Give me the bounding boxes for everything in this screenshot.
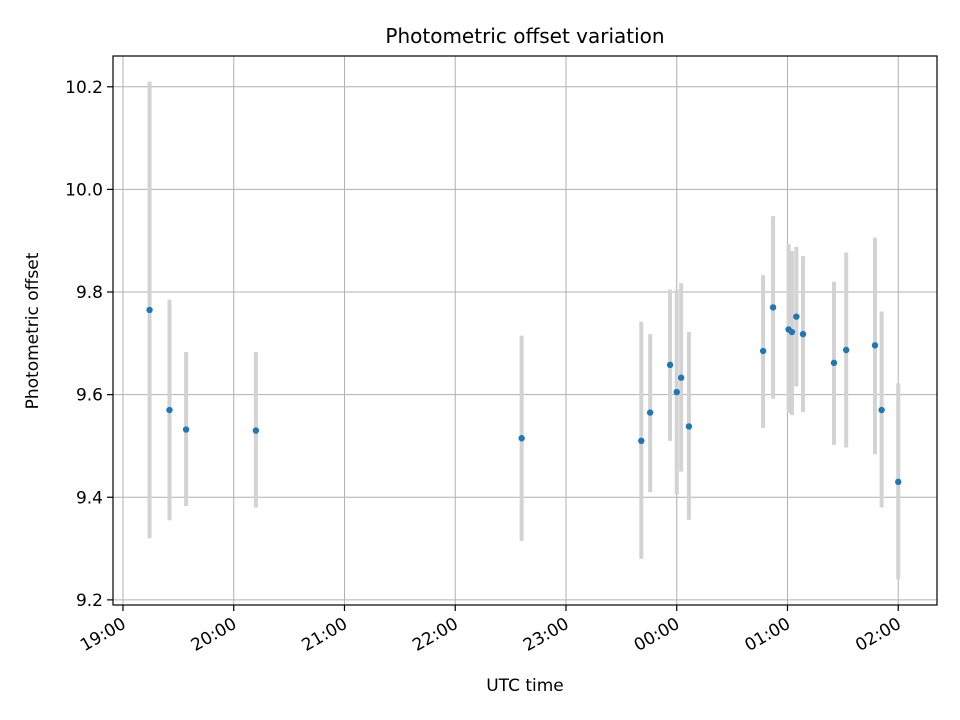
grid bbox=[113, 56, 937, 605]
data-point bbox=[895, 478, 902, 486]
data-point bbox=[759, 347, 767, 355]
y-tick-label: 10.0 bbox=[65, 180, 103, 200]
x-axis-label: UTC time bbox=[486, 676, 564, 696]
data-point bbox=[646, 409, 654, 416]
data-point bbox=[677, 374, 685, 381]
data-point bbox=[788, 328, 796, 336]
plot-frame bbox=[112, 55, 938, 606]
data-point bbox=[769, 304, 777, 311]
data-point bbox=[166, 406, 173, 414]
data-point bbox=[830, 359, 838, 367]
x-tick-label: 22:00 bbox=[409, 614, 461, 656]
x-tick-label: 01:00 bbox=[742, 614, 794, 656]
data-point bbox=[685, 423, 693, 430]
data-point bbox=[842, 346, 850, 354]
data-point bbox=[878, 406, 885, 414]
y-axis-label: Photometric offset bbox=[23, 252, 43, 409]
data-point bbox=[638, 437, 645, 445]
y-tick-label: 9.2 bbox=[76, 591, 103, 611]
y-tick-label: 9.6 bbox=[76, 386, 103, 406]
y-tick-label: 9.4 bbox=[76, 488, 103, 508]
y-tick-label: 9.8 bbox=[76, 283, 103, 303]
x-tick-label: 20:00 bbox=[188, 614, 240, 656]
x-axis-ticks: 19:00 20:00 21:00 22:00 23:00 00:00 01:00 02:00 bbox=[77, 605, 905, 656]
data-point bbox=[871, 342, 879, 349]
x-tick-label: 19:00 bbox=[77, 614, 129, 656]
y-axis-ticks: 9.2 9.4 9.6 9.8 10.0 10.2 bbox=[65, 78, 113, 611]
data-point bbox=[673, 388, 680, 396]
x-tick-label: 23:00 bbox=[520, 614, 572, 656]
data-point bbox=[146, 306, 153, 314]
y-tick-label: 10.2 bbox=[65, 78, 103, 98]
data-points bbox=[146, 304, 902, 486]
data-point bbox=[799, 330, 807, 338]
data-point bbox=[252, 427, 260, 434]
x-tick-label: 21:00 bbox=[299, 614, 351, 656]
data-point bbox=[182, 426, 190, 433]
data-point bbox=[793, 313, 800, 320]
data-point bbox=[666, 361, 674, 369]
data-point bbox=[518, 435, 525, 442]
x-tick-label: 00:00 bbox=[631, 614, 683, 656]
x-tick-label: 02:00 bbox=[852, 614, 904, 656]
chart-title: Photometric offset variation bbox=[385, 24, 664, 48]
